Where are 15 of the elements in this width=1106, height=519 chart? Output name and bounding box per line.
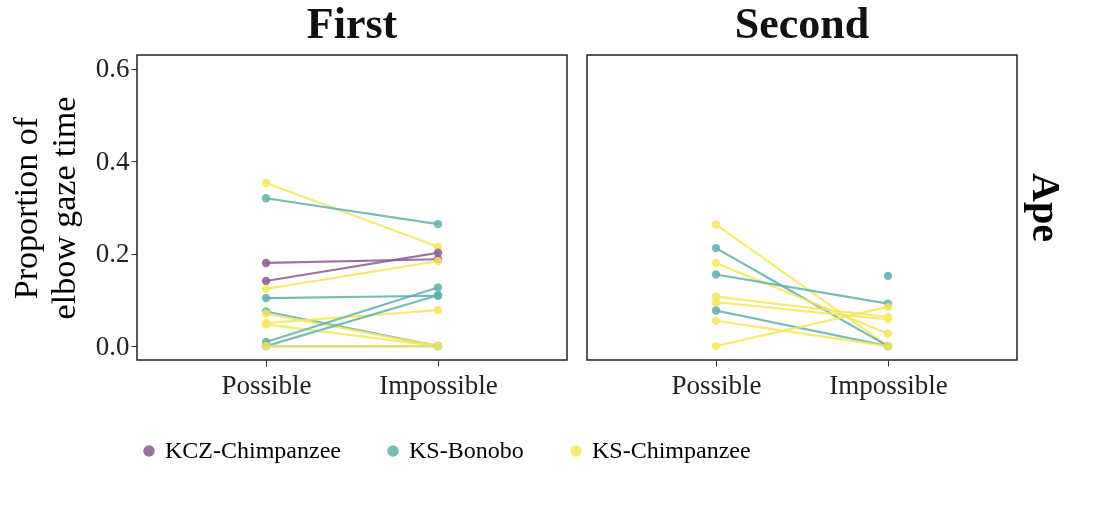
y-tick-label: 0.0 [95,330,130,361]
y-tick-label: 0.6 [95,53,130,84]
x-tick-label: Impossible [829,369,948,400]
x-tick-label: Possible [671,369,762,400]
x-tick-label: Possible [221,369,312,400]
legend-label: KS-Bonobo [409,437,524,463]
chart-title: First [306,0,398,48]
x-tick-label: Impossible [379,369,498,400]
text: Ape [1024,173,1069,242]
chart-title: Second [734,0,870,48]
y-axis-title: Proportion of elbow gaze time [6,96,82,320]
legend-label: KCZ-Chimpanzee [165,437,341,463]
y-tick-label: 0.2 [95,238,130,269]
legend-label: KS-Chimpanzee [592,437,751,463]
y-tick-label: 0.4 [95,145,130,176]
